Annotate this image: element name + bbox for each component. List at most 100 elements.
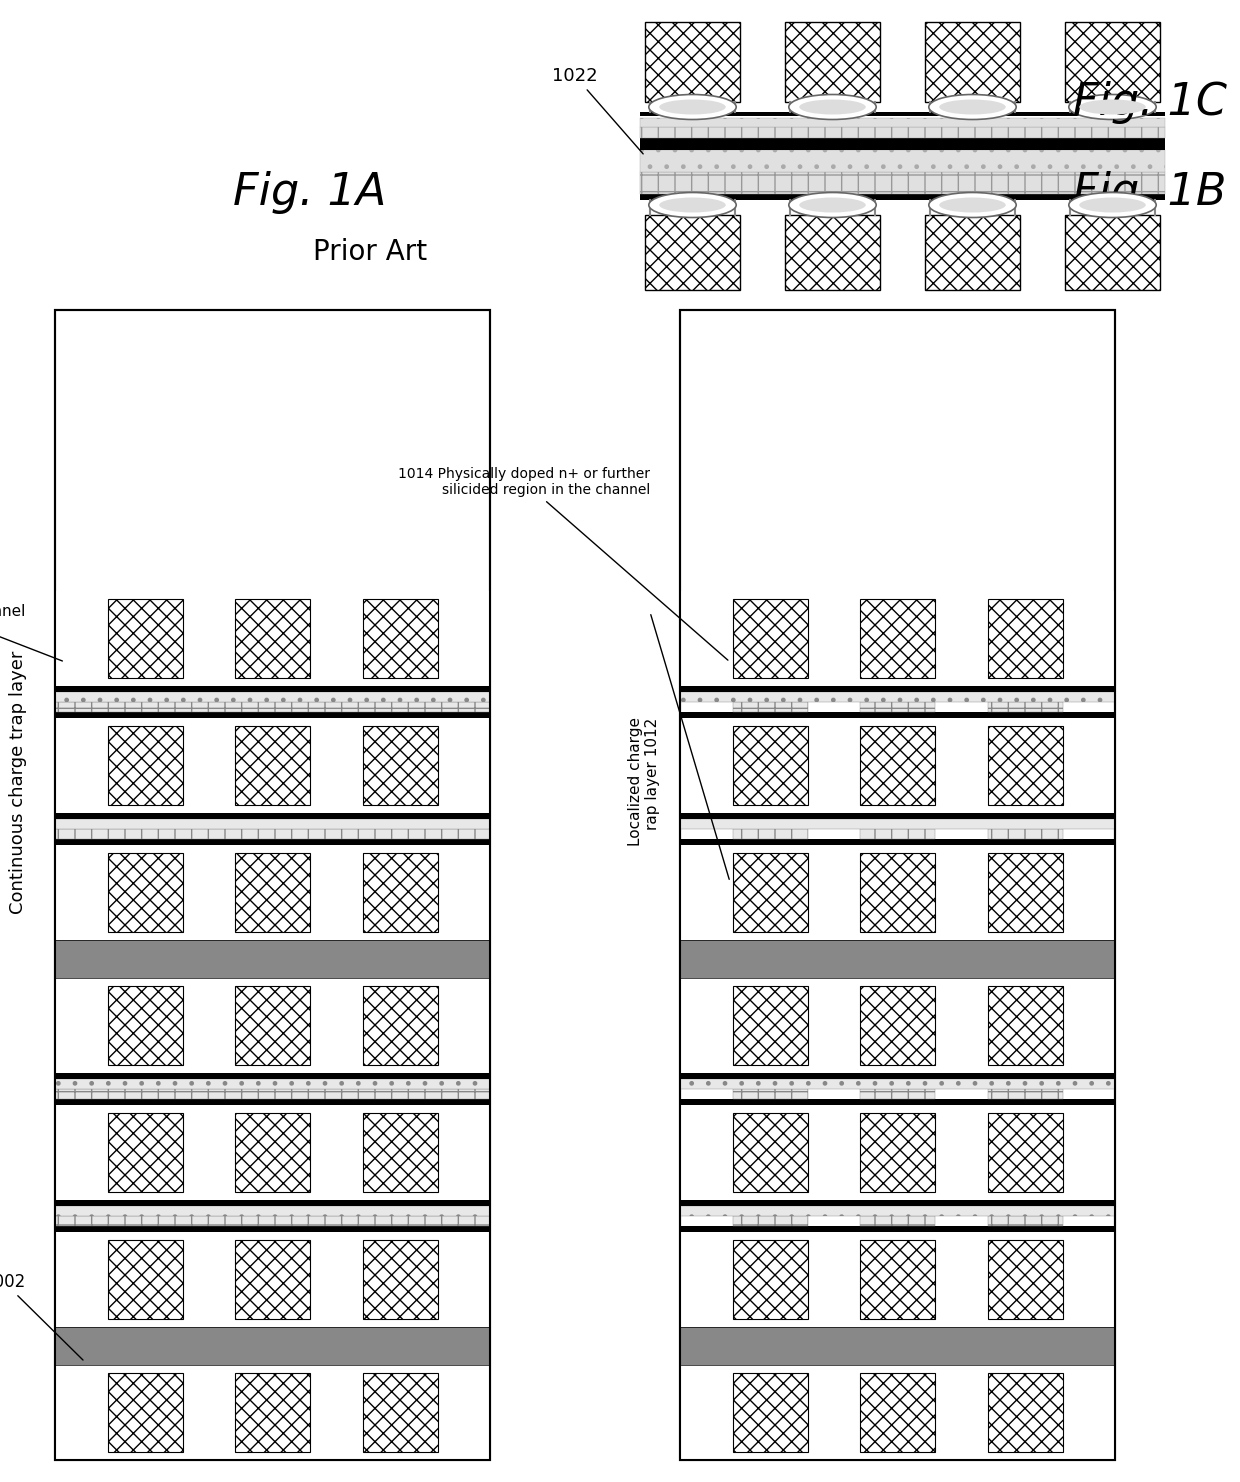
Bar	[680, 1073, 1115, 1079]
Bar	[55, 1326, 490, 1365]
Bar	[236, 1372, 310, 1452]
Bar	[640, 126, 1166, 138]
Ellipse shape	[660, 197, 725, 212]
Bar	[55, 310, 490, 1460]
Text: Localized charge
rap layer 1012: Localized charge rap layer 1012	[627, 717, 660, 846]
Bar	[680, 1232, 1115, 1326]
Text: Fig. 1A: Fig. 1A	[233, 170, 387, 213]
Bar	[108, 1113, 182, 1192]
Bar	[645, 22, 740, 102]
Bar	[987, 1217, 1063, 1226]
Bar	[55, 820, 490, 828]
Ellipse shape	[789, 95, 877, 120]
Bar	[236, 599, 310, 677]
Bar	[987, 1113, 1063, 1192]
Ellipse shape	[649, 193, 737, 218]
Bar	[55, 940, 490, 978]
Ellipse shape	[1069, 193, 1156, 218]
Bar	[55, 1365, 490, 1460]
Bar	[680, 1106, 1115, 1200]
Text: Fig. 1B: Fig. 1B	[1074, 170, 1226, 213]
Bar	[987, 1240, 1063, 1319]
Bar	[55, 828, 490, 839]
Bar	[733, 599, 807, 677]
Bar	[1065, 215, 1159, 290]
Bar	[55, 940, 490, 978]
Bar	[861, 726, 935, 805]
Bar	[362, 986, 438, 1066]
Bar	[680, 717, 1115, 814]
Bar	[680, 1326, 1115, 1365]
Bar	[987, 726, 1063, 805]
Bar	[55, 839, 490, 845]
Bar	[680, 1098, 1115, 1106]
Bar	[640, 172, 1166, 194]
Bar	[987, 986, 1063, 1066]
Ellipse shape	[800, 99, 866, 114]
Bar	[733, 828, 807, 839]
Bar	[362, 854, 438, 932]
Bar	[55, 1106, 490, 1200]
Ellipse shape	[649, 95, 737, 120]
Bar	[680, 814, 1115, 820]
Bar	[785, 22, 880, 102]
Bar	[640, 194, 1166, 200]
Bar	[733, 1240, 807, 1319]
Bar	[55, 845, 490, 940]
Bar	[55, 1206, 490, 1217]
Bar	[680, 692, 1115, 702]
Bar	[55, 1217, 490, 1226]
Ellipse shape	[929, 193, 1017, 218]
Bar	[733, 1089, 807, 1098]
Ellipse shape	[1069, 95, 1156, 120]
Bar	[861, 702, 935, 711]
Bar	[987, 1089, 1063, 1098]
Bar	[55, 310, 490, 1460]
Bar	[55, 1200, 490, 1206]
Bar	[640, 144, 1166, 150]
Bar	[108, 1372, 182, 1452]
Bar	[861, 1113, 935, 1192]
Bar	[55, 1073, 490, 1079]
Bar	[680, 711, 1115, 717]
Bar	[108, 986, 182, 1066]
Ellipse shape	[939, 197, 1006, 212]
Bar	[108, 599, 182, 677]
Bar	[680, 978, 1115, 1073]
Text: Prior Art: Prior Art	[312, 239, 427, 265]
Bar	[733, 854, 807, 932]
Ellipse shape	[939, 99, 1006, 114]
Bar	[108, 854, 182, 932]
Bar	[861, 599, 935, 677]
Bar	[861, 1240, 935, 1319]
Bar	[680, 686, 1115, 692]
Bar	[680, 1226, 1115, 1232]
Bar	[680, 591, 1115, 686]
Bar	[640, 138, 1166, 144]
Bar	[55, 1226, 490, 1232]
Bar	[236, 854, 310, 932]
Bar	[861, 986, 935, 1066]
Bar	[680, 1200, 1115, 1206]
Bar	[680, 1326, 1115, 1365]
Bar	[987, 702, 1063, 711]
Bar	[680, 310, 1115, 1460]
Text: 1002: 1002	[0, 1273, 83, 1360]
Bar	[55, 1079, 490, 1089]
Bar	[925, 22, 1021, 102]
Bar	[55, 692, 490, 702]
Bar	[55, 1326, 490, 1365]
Bar	[861, 1217, 935, 1226]
Ellipse shape	[660, 99, 725, 114]
Bar	[640, 119, 1166, 126]
Bar	[55, 1098, 490, 1106]
Bar	[680, 1365, 1115, 1460]
Bar	[362, 1240, 438, 1319]
Text: Continuous charge trap layer: Continuous charge trap layer	[9, 651, 27, 914]
Bar	[236, 986, 310, 1066]
Bar	[733, 1372, 807, 1452]
Bar	[680, 940, 1115, 978]
Bar	[640, 150, 1166, 172]
Ellipse shape	[1079, 99, 1146, 114]
Bar	[640, 113, 1166, 117]
